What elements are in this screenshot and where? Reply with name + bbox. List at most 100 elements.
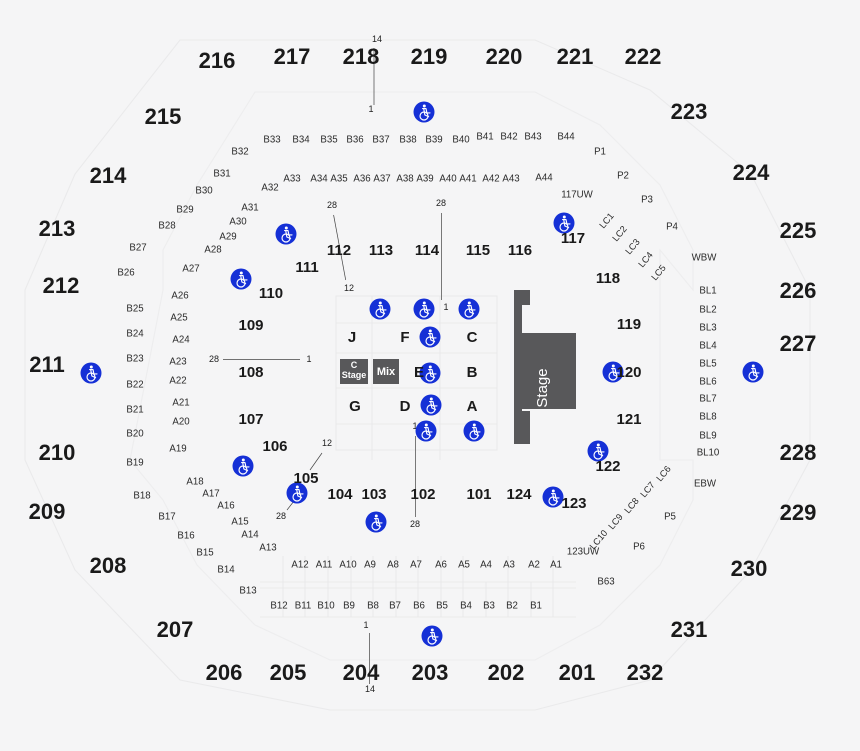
svg-text:A1: A1: [550, 560, 562, 571]
svg-text:J: J: [348, 329, 356, 346]
svg-text:B3: B3: [483, 601, 495, 612]
svg-text:BL9: BL9: [699, 431, 716, 442]
svg-text:117: 117: [561, 230, 585, 247]
svg-text:Mix: Mix: [377, 366, 396, 378]
svg-text:BL2: BL2: [699, 305, 716, 316]
svg-text:P5: P5: [664, 512, 676, 523]
svg-text:A32: A32: [261, 183, 278, 194]
svg-text:219: 219: [411, 44, 448, 69]
svg-text:107: 107: [238, 411, 263, 428]
svg-text:A39: A39: [416, 174, 433, 185]
svg-text:E: E: [414, 364, 424, 381]
svg-text:108: 108: [238, 364, 263, 381]
svg-text:P1: P1: [594, 147, 606, 158]
svg-text:B4: B4: [460, 601, 472, 612]
svg-text:123: 123: [561, 495, 586, 512]
svg-text:B8: B8: [367, 601, 379, 612]
svg-text:207: 207: [157, 617, 194, 642]
svg-text:218: 218: [343, 44, 380, 69]
svg-text:A41: A41: [459, 174, 476, 185]
svg-text:B42: B42: [500, 132, 517, 143]
svg-text:B29: B29: [176, 205, 193, 216]
svg-text:B44: B44: [557, 132, 575, 143]
svg-text:B9: B9: [343, 601, 355, 612]
svg-text:205: 205: [270, 660, 307, 685]
svg-text:F: F: [400, 329, 409, 346]
svg-text:117UW: 117UW: [561, 190, 593, 201]
svg-text:B24: B24: [126, 329, 144, 340]
svg-text:BL5: BL5: [699, 359, 716, 370]
svg-text:A16: A16: [217, 501, 234, 512]
svg-text:A35: A35: [330, 174, 347, 185]
svg-text:212: 212: [43, 273, 80, 298]
svg-text:C: C: [467, 329, 478, 346]
svg-text:B14: B14: [217, 565, 235, 576]
svg-text:A10: A10: [339, 560, 357, 571]
svg-text:A28: A28: [204, 245, 221, 256]
svg-text:A33: A33: [283, 174, 300, 185]
svg-text:B19: B19: [126, 458, 143, 469]
svg-text:A3: A3: [503, 560, 515, 571]
svg-text:B31: B31: [213, 169, 230, 180]
svg-text:BL6: BL6: [699, 377, 716, 388]
svg-text:A36: A36: [353, 174, 370, 185]
svg-text:12: 12: [322, 438, 332, 448]
svg-text:102: 102: [410, 486, 435, 503]
svg-text:1: 1: [306, 354, 311, 364]
svg-text:208: 208: [90, 553, 127, 578]
svg-text:B40: B40: [452, 135, 470, 146]
svg-text:202: 202: [488, 660, 525, 685]
svg-text:BL7: BL7: [699, 394, 716, 405]
svg-text:1: 1: [363, 620, 368, 630]
svg-text:220: 220: [486, 44, 523, 69]
svg-text:120: 120: [616, 364, 641, 381]
svg-text:B1: B1: [530, 601, 542, 612]
svg-text:A8: A8: [387, 560, 399, 571]
svg-text:P4: P4: [666, 222, 678, 233]
svg-text:B6: B6: [413, 601, 425, 612]
svg-text:211: 211: [29, 352, 65, 377]
svg-text:217: 217: [274, 44, 311, 69]
svg-text:WBW: WBW: [692, 253, 718, 264]
svg-text:105: 105: [293, 470, 318, 487]
svg-text:A34: A34: [310, 174, 328, 185]
svg-text:201: 201: [559, 660, 596, 685]
svg-text:226: 226: [780, 278, 817, 303]
svg-text:28: 28: [436, 198, 446, 208]
svg-text:B20: B20: [126, 429, 144, 440]
svg-text:B36: B36: [346, 135, 363, 146]
svg-text:1: 1: [443, 302, 448, 312]
svg-text:A42: A42: [482, 174, 499, 185]
svg-text:B28: B28: [158, 221, 175, 232]
svg-text:224: 224: [733, 160, 770, 185]
svg-text:28: 28: [410, 519, 420, 529]
svg-text:B27: B27: [129, 243, 146, 254]
svg-text:A5: A5: [458, 560, 470, 571]
svg-text:BL3: BL3: [699, 323, 716, 334]
svg-text:209: 209: [29, 499, 66, 524]
svg-text:A30: A30: [229, 217, 247, 228]
svg-text:A37: A37: [373, 174, 390, 185]
svg-text:A4: A4: [480, 560, 492, 571]
svg-text:A6: A6: [435, 560, 447, 571]
svg-text:B18: B18: [133, 491, 150, 502]
svg-text:A9: A9: [364, 560, 376, 571]
svg-text:A7: A7: [410, 560, 422, 571]
svg-text:A15: A15: [231, 517, 248, 528]
svg-text:B43: B43: [524, 132, 541, 143]
svg-text:214: 214: [90, 163, 127, 188]
svg-text:A11: A11: [316, 560, 333, 571]
svg-text:A14: A14: [241, 530, 259, 541]
svg-text:A12: A12: [291, 560, 308, 571]
svg-text:Stage: Stage: [342, 370, 367, 380]
svg-text:EBW: EBW: [694, 479, 717, 490]
svg-text:BL10: BL10: [697, 448, 720, 459]
svg-text:225: 225: [780, 218, 817, 243]
svg-text:A23: A23: [169, 357, 186, 368]
svg-text:216: 216: [199, 48, 236, 73]
svg-text:B15: B15: [196, 548, 213, 559]
svg-text:A24: A24: [172, 335, 190, 346]
svg-text:A18: A18: [186, 477, 203, 488]
svg-text:203: 203: [412, 660, 449, 685]
svg-text:116: 116: [508, 242, 532, 259]
